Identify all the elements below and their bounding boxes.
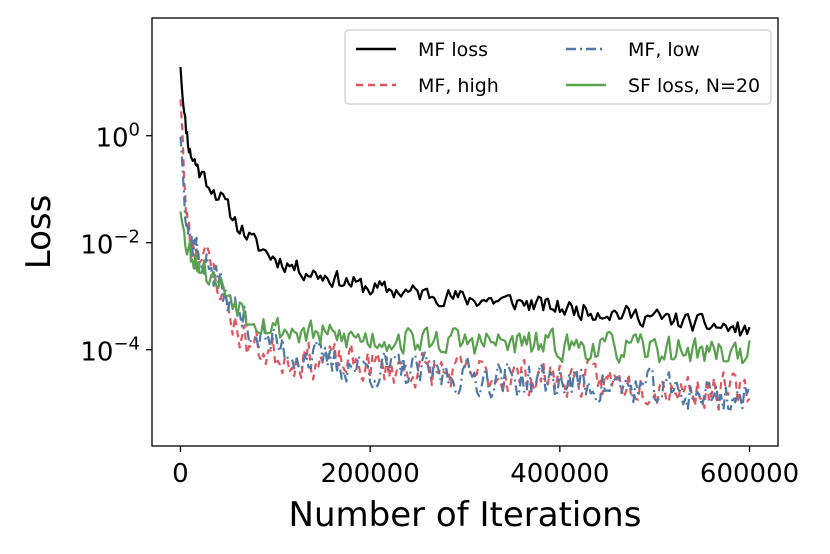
y-axis-title: Loss bbox=[19, 195, 59, 270]
y-tick-label: 10−2 bbox=[80, 227, 140, 261]
legend-label-mf-low: MF, low bbox=[628, 39, 700, 61]
series-line-mf-low bbox=[179, 136, 751, 411]
series-line-sf-loss-n-20 bbox=[179, 211, 751, 365]
legend-label-sf-loss: SF loss, N=20 bbox=[628, 75, 760, 97]
legend-label-mf-high: MF, high bbox=[418, 75, 499, 97]
y-tick-label: 10−4 bbox=[80, 334, 140, 368]
series-layer bbox=[179, 67, 751, 411]
legend-label-mf-loss: MF loss bbox=[418, 39, 488, 61]
plot-frame bbox=[151, 17, 779, 447]
y-tick-label: 100 bbox=[95, 120, 140, 154]
series-line-mf-high bbox=[179, 99, 751, 411]
x-axis: 0 200000 400000 600000 bbox=[172, 446, 799, 489]
x-tick-label: 200000 bbox=[321, 459, 420, 489]
x-tick-label: 0 bbox=[172, 459, 189, 489]
series-line-mf-loss bbox=[179, 67, 751, 337]
x-tick-label: 400000 bbox=[510, 459, 609, 489]
legend: MF loss MF, high MF, low SF loss, N=20 bbox=[344, 29, 772, 105]
legend-box bbox=[344, 29, 772, 105]
y-axis: 100 10−2 10−4 bbox=[80, 120, 152, 368]
x-axis-title: Number of Iterations bbox=[289, 495, 642, 535]
x-tick-label: 600000 bbox=[700, 459, 799, 489]
